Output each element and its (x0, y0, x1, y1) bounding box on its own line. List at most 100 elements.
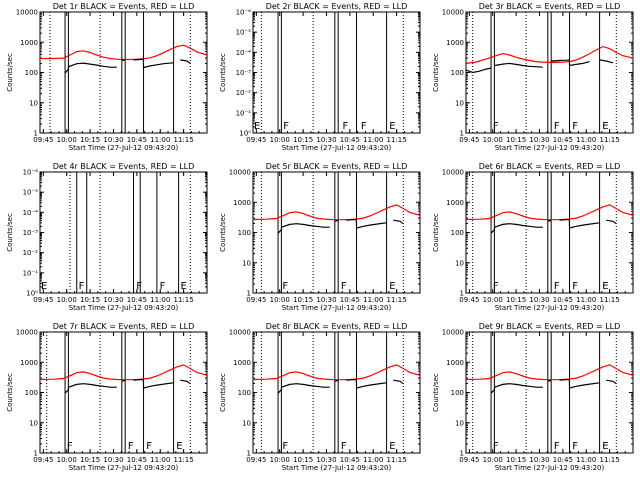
y-tick-label: 10⁻⁶ (23, 169, 39, 177)
x-tick-label: 10:45 (127, 456, 147, 464)
y-tick-label: 10⁻⁴ (236, 49, 252, 57)
y-tick-label: 10000 (229, 169, 251, 177)
flag-label: F (341, 281, 347, 292)
plot-frame (39, 171, 208, 294)
x-tick-label: 11:00 (150, 456, 170, 464)
flag-label: F (136, 281, 142, 292)
y-tick-label: 1000 (20, 39, 38, 47)
flag-label: E (41, 281, 47, 292)
x-tick-label: 11:15 (174, 296, 194, 304)
flag-label: F (283, 121, 289, 132)
y-tick-label: 10⁻¹ (236, 109, 252, 117)
y-tick-label: 100 (238, 389, 251, 397)
x-tick-label: 09:45 (33, 456, 53, 464)
panel-title: Det 8r BLACK = Events, RED = LLD (266, 322, 408, 331)
lld-series-line (39, 364, 208, 381)
x-tick-label: 10:15 (293, 456, 313, 464)
y-tick-label: 10⁻³ (23, 229, 39, 237)
y-tick-label: 10000 (442, 169, 464, 177)
flag-label: F (160, 281, 166, 292)
y-tick-label: 1000 (233, 359, 251, 367)
y-tick-label: 10⁻⁶ (236, 9, 252, 17)
y-axis-label: Counts/sec (6, 213, 14, 252)
panel-title: Det 5r BLACK = Events, RED = LLD (266, 162, 408, 171)
x-tick-label: 09:45 (246, 296, 266, 304)
x-axis-label: Start Time (27-Jul-12 09:43:20) (69, 464, 179, 472)
x-tick-label: 11:15 (174, 456, 194, 464)
y-tick-label: 10⁻⁵ (236, 29, 252, 37)
x-tick-label: 10:15 (80, 456, 100, 464)
events-series-line (64, 378, 191, 394)
x-tick-label: 10:30 (316, 136, 336, 144)
x-tick-label: 10:45 (340, 136, 360, 144)
x-tick-label: 11:00 (363, 136, 383, 144)
flag-label: F (361, 121, 367, 132)
y-tick-label: 10000 (442, 329, 464, 337)
panel-det-4: Det 4r BLACK = Events, RED = LLD 09:45 10:… (6, 162, 208, 312)
lld-series-line (252, 364, 421, 381)
y-tick-label: 1000 (20, 359, 38, 367)
y-tick-label: 10⁻² (23, 249, 39, 257)
x-tick-label: 09:45 (246, 456, 266, 464)
flag-label: F (146, 441, 152, 452)
y-tick-label: 1 (460, 450, 464, 458)
x-tick-label: 10:15 (506, 136, 526, 144)
x-tick-label: 11:00 (576, 456, 596, 464)
flag-label: E (389, 441, 395, 452)
x-tick-label: 09:45 (459, 296, 479, 304)
x-tick-label: 11:15 (387, 136, 407, 144)
y-tick-label: 1 (247, 450, 251, 458)
x-tick-label: 10:30 (103, 456, 123, 464)
x-tick-label: 10:30 (316, 296, 336, 304)
flag-label: F (554, 441, 560, 452)
y-tick-label: 10000 (16, 329, 38, 337)
x-axis-label: Start Time (27-Jul-12 09:43:20) (495, 144, 605, 152)
flag-label: F (554, 281, 560, 292)
x-axis-label: Start Time (27-Jul-12 09:43:20) (69, 144, 179, 152)
y-tick-label: 100 (238, 229, 251, 237)
x-tick-label: 11:00 (576, 296, 596, 304)
x-tick-label: 10:15 (293, 136, 313, 144)
panel-title: Det 7r BLACK = Events, RED = LLD (53, 322, 195, 331)
x-tick-label: 10:30 (529, 136, 549, 144)
y-axis-label: Counts/sec (432, 213, 440, 252)
y-tick-label: 100 (451, 69, 464, 77)
x-tick-label: 10:00 (270, 456, 290, 464)
x-tick-label: 10:00 (483, 296, 503, 304)
x-tick-label: 10:15 (293, 296, 313, 304)
x-tick-label: 09:45 (459, 456, 479, 464)
x-axis-label: Start Time (27-Jul-12 09:43:20) (69, 304, 179, 312)
flag-label: F (79, 281, 85, 292)
x-axis-label: Start Time (27-Jul-12 09:43:20) (495, 464, 605, 472)
y-axis-label: Counts/sec (219, 53, 227, 92)
y-tick-label: 100 (25, 69, 38, 77)
flag-label: F (341, 441, 347, 452)
panel-det-1: Det 1r BLACK = Events, RED = LLD 09:45 10:… (6, 2, 208, 152)
y-tick-label: 10 (29, 419, 38, 427)
flag-label: F (128, 441, 134, 452)
y-tick-label: 10⁻⁵ (23, 189, 39, 197)
flag-label: E (389, 281, 395, 292)
lld-series-line (465, 364, 634, 381)
x-tick-label: 10:45 (553, 296, 573, 304)
y-tick-label: 1000 (446, 199, 464, 207)
x-tick-label: 11:15 (387, 296, 407, 304)
x-tick-label: 10:45 (127, 136, 147, 144)
x-tick-label: 10:30 (529, 456, 549, 464)
lld-series-line (252, 204, 421, 221)
flag-label: E (602, 121, 608, 132)
x-tick-label: 10:15 (80, 296, 100, 304)
x-tick-label: 10:45 (127, 296, 147, 304)
x-tick-label: 11:15 (600, 296, 620, 304)
y-tick-label: 10⁻³ (236, 69, 252, 77)
flag-label: E (602, 281, 608, 292)
y-tick-label: 10⁰ (239, 130, 251, 138)
x-tick-label: 10:00 (270, 136, 290, 144)
events-series-line (277, 218, 404, 234)
y-tick-label: 1000 (446, 39, 464, 47)
y-tick-label: 100 (25, 389, 38, 397)
x-tick-label: 10:15 (506, 456, 526, 464)
flag-label: F (493, 281, 499, 292)
x-tick-label: 10:30 (103, 296, 123, 304)
